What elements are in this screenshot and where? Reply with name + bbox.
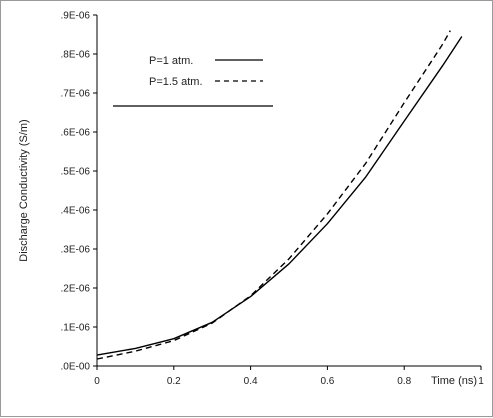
axes [96,15,481,367]
y-tick-label: .2E-06 [61,284,91,295]
series-line-1 [96,30,451,360]
x-tick-label: 0.4 [244,376,258,387]
x-ticks: 0 0.2 0.4 0.6 0.8 1 [94,366,484,387]
y-tick-label: .4E-06 [61,206,91,217]
y-tick-label: .6E-06 [61,128,91,139]
legend-label-p15: P=1.5 atm. [149,76,203,88]
x-tick-label: 1 [478,376,484,387]
y-tick-label: .3E-06 [61,245,91,256]
x-tick-label: 0.2 [167,376,181,387]
y-tick-label: .9E-06 [61,11,91,22]
y-tick-label: .8E-06 [61,50,91,61]
legend-label-p1: P=1 atm. [149,55,193,67]
x-tick-label: 0.6 [320,376,334,387]
y-tick-label: .5E-06 [61,167,91,178]
series-line-0 [96,36,463,356]
legend: P=1 atm. P=1.5 atm. [113,55,273,107]
x-axis-title: Time (ns) [431,375,477,387]
y-axis-title: Discharge Conductivity (S/m) [18,119,30,261]
x-tick-label: 0.8 [397,376,411,387]
y-tick-label: .1E-06 [61,323,91,334]
y-tick-label: .0E-00 [61,362,91,373]
y-tick-label: .7E-06 [61,89,91,100]
x-tick-label: 0 [94,376,100,387]
series-layer [96,30,463,360]
y-ticks: .0E-00 .1E-06 .2E-06 .3E-06 .4E-06 .5E-06 .6E-… [61,11,97,373]
